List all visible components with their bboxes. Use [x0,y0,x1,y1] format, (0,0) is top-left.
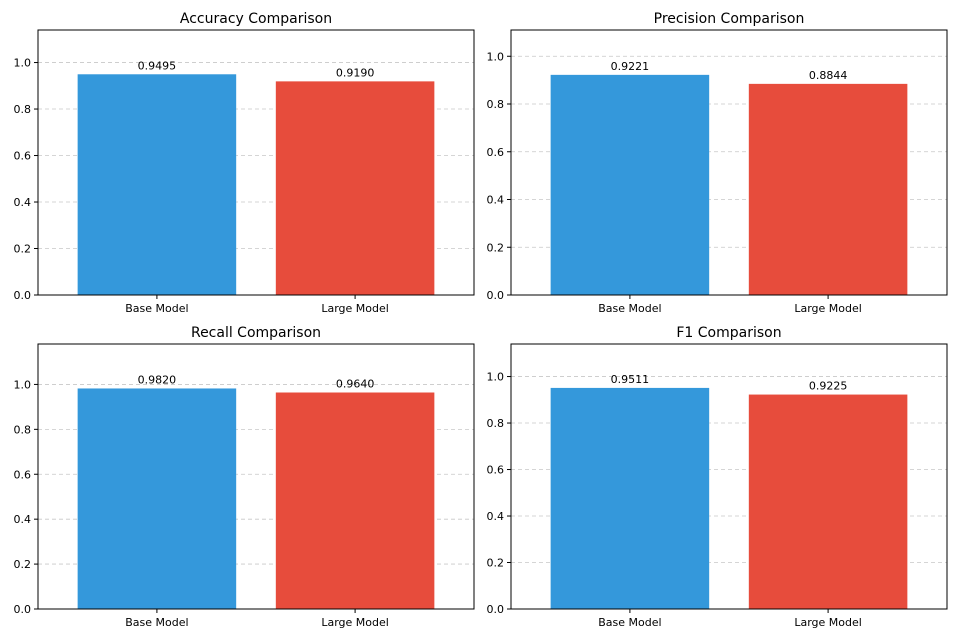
f1-ytick-label-5: 1.0 [487,371,505,384]
recall-xtick-label-0: Base Model [125,616,188,629]
recall-value-label-0: 0.9820 [138,373,177,386]
accuracy-ytick-label-0: 0.0 [14,289,32,302]
accuracy-ytick-label-2: 0.4 [14,196,32,209]
f1-ytick-label-1: 0.2 [487,557,505,570]
recall-chart-title: Recall Comparison [191,325,321,341]
f1-ytick-label-2: 0.4 [487,510,505,523]
recall-value-label-1: 0.9640 [336,378,375,391]
f1-xtick-label-1: Large Model [794,616,861,629]
precision-xtick-label-1: Large Model [794,302,861,315]
precision-value-label-1: 0.8844 [809,69,848,82]
accuracy-xtick-label-0: Base Model [125,302,188,315]
accuracy-ytick-label-5: 1.0 [14,57,32,70]
precision-ytick-label-3: 0.6 [487,146,505,159]
accuracy-ytick-label-3: 0.6 [14,150,32,163]
recall-bar-0 [77,388,237,609]
f1-ytick-label-0: 0.0 [487,603,505,616]
recall-ytick-label-1: 0.2 [14,558,32,571]
precision-ytick-label-1: 0.2 [487,241,505,254]
accuracy-value-label-0: 0.9495 [138,59,177,72]
f1-xtick-label-0: Base Model [598,616,661,629]
precision-chart: 0.9221 Base Model 0.8844 Large Model 0.0 0.2 0… [487,11,948,315]
recall-ytick-label-2: 0.4 [14,513,32,526]
accuracy-ytick-label-4: 0.8 [14,103,32,116]
accuracy-bar-1 [275,81,435,296]
recall-bar-1 [275,392,435,609]
precision-axes-frame [510,29,948,296]
f1-chart-title: F1 Comparison [676,325,781,341]
recall-ytick-label-5: 1.0 [14,378,32,391]
recall-ytick-label-0: 0.0 [14,603,32,616]
f1-value-label-1: 0.9225 [809,380,848,393]
precision-xtick-label-0: Base Model [598,302,661,315]
f1-ytick-label-4: 0.8 [487,417,505,430]
precision-bar-0 [550,74,710,295]
accuracy-axes-frame [37,29,475,296]
f1-bar-1 [748,394,908,609]
precision-ytick-label-2: 0.4 [487,194,505,207]
precision-value-label-0: 0.9221 [611,60,650,73]
precision-ytick-label-0: 0.0 [487,289,505,302]
precision-ytick-label-5: 1.0 [487,50,505,63]
accuracy-value-label-1: 0.9190 [336,66,375,79]
recall-axes-frame [37,343,475,610]
recall-chart: 0.9820 Base Model 0.9640 Large Model 0.0 0.2 0… [14,325,475,629]
precision-bar-1 [748,83,908,295]
accuracy-chart: 0.9495 Base Model 0.9190 Large Model 0.0 0.2 0… [14,11,475,315]
accuracy-ytick-label-1: 0.2 [14,243,32,256]
f1-axes-frame [510,343,948,610]
f1-value-label-0: 0.9511 [611,373,650,386]
accuracy-bar-0 [77,74,237,295]
accuracy-chart-title: Accuracy Comparison [180,11,332,27]
recall-ytick-label-4: 0.8 [14,423,32,436]
recall-ytick-label-3: 0.6 [14,468,32,481]
recall-xtick-label-1: Large Model [321,616,388,629]
f1-ytick-label-3: 0.6 [487,464,505,477]
f1-bar-0 [550,387,710,609]
accuracy-xtick-label-1: Large Model [321,302,388,315]
precision-ytick-label-4: 0.8 [487,98,505,111]
precision-chart-title: Precision Comparison [654,11,805,27]
f1-chart: 0.9511 Base Model 0.9225 Large Model 0.0 0.2 0… [487,325,948,629]
